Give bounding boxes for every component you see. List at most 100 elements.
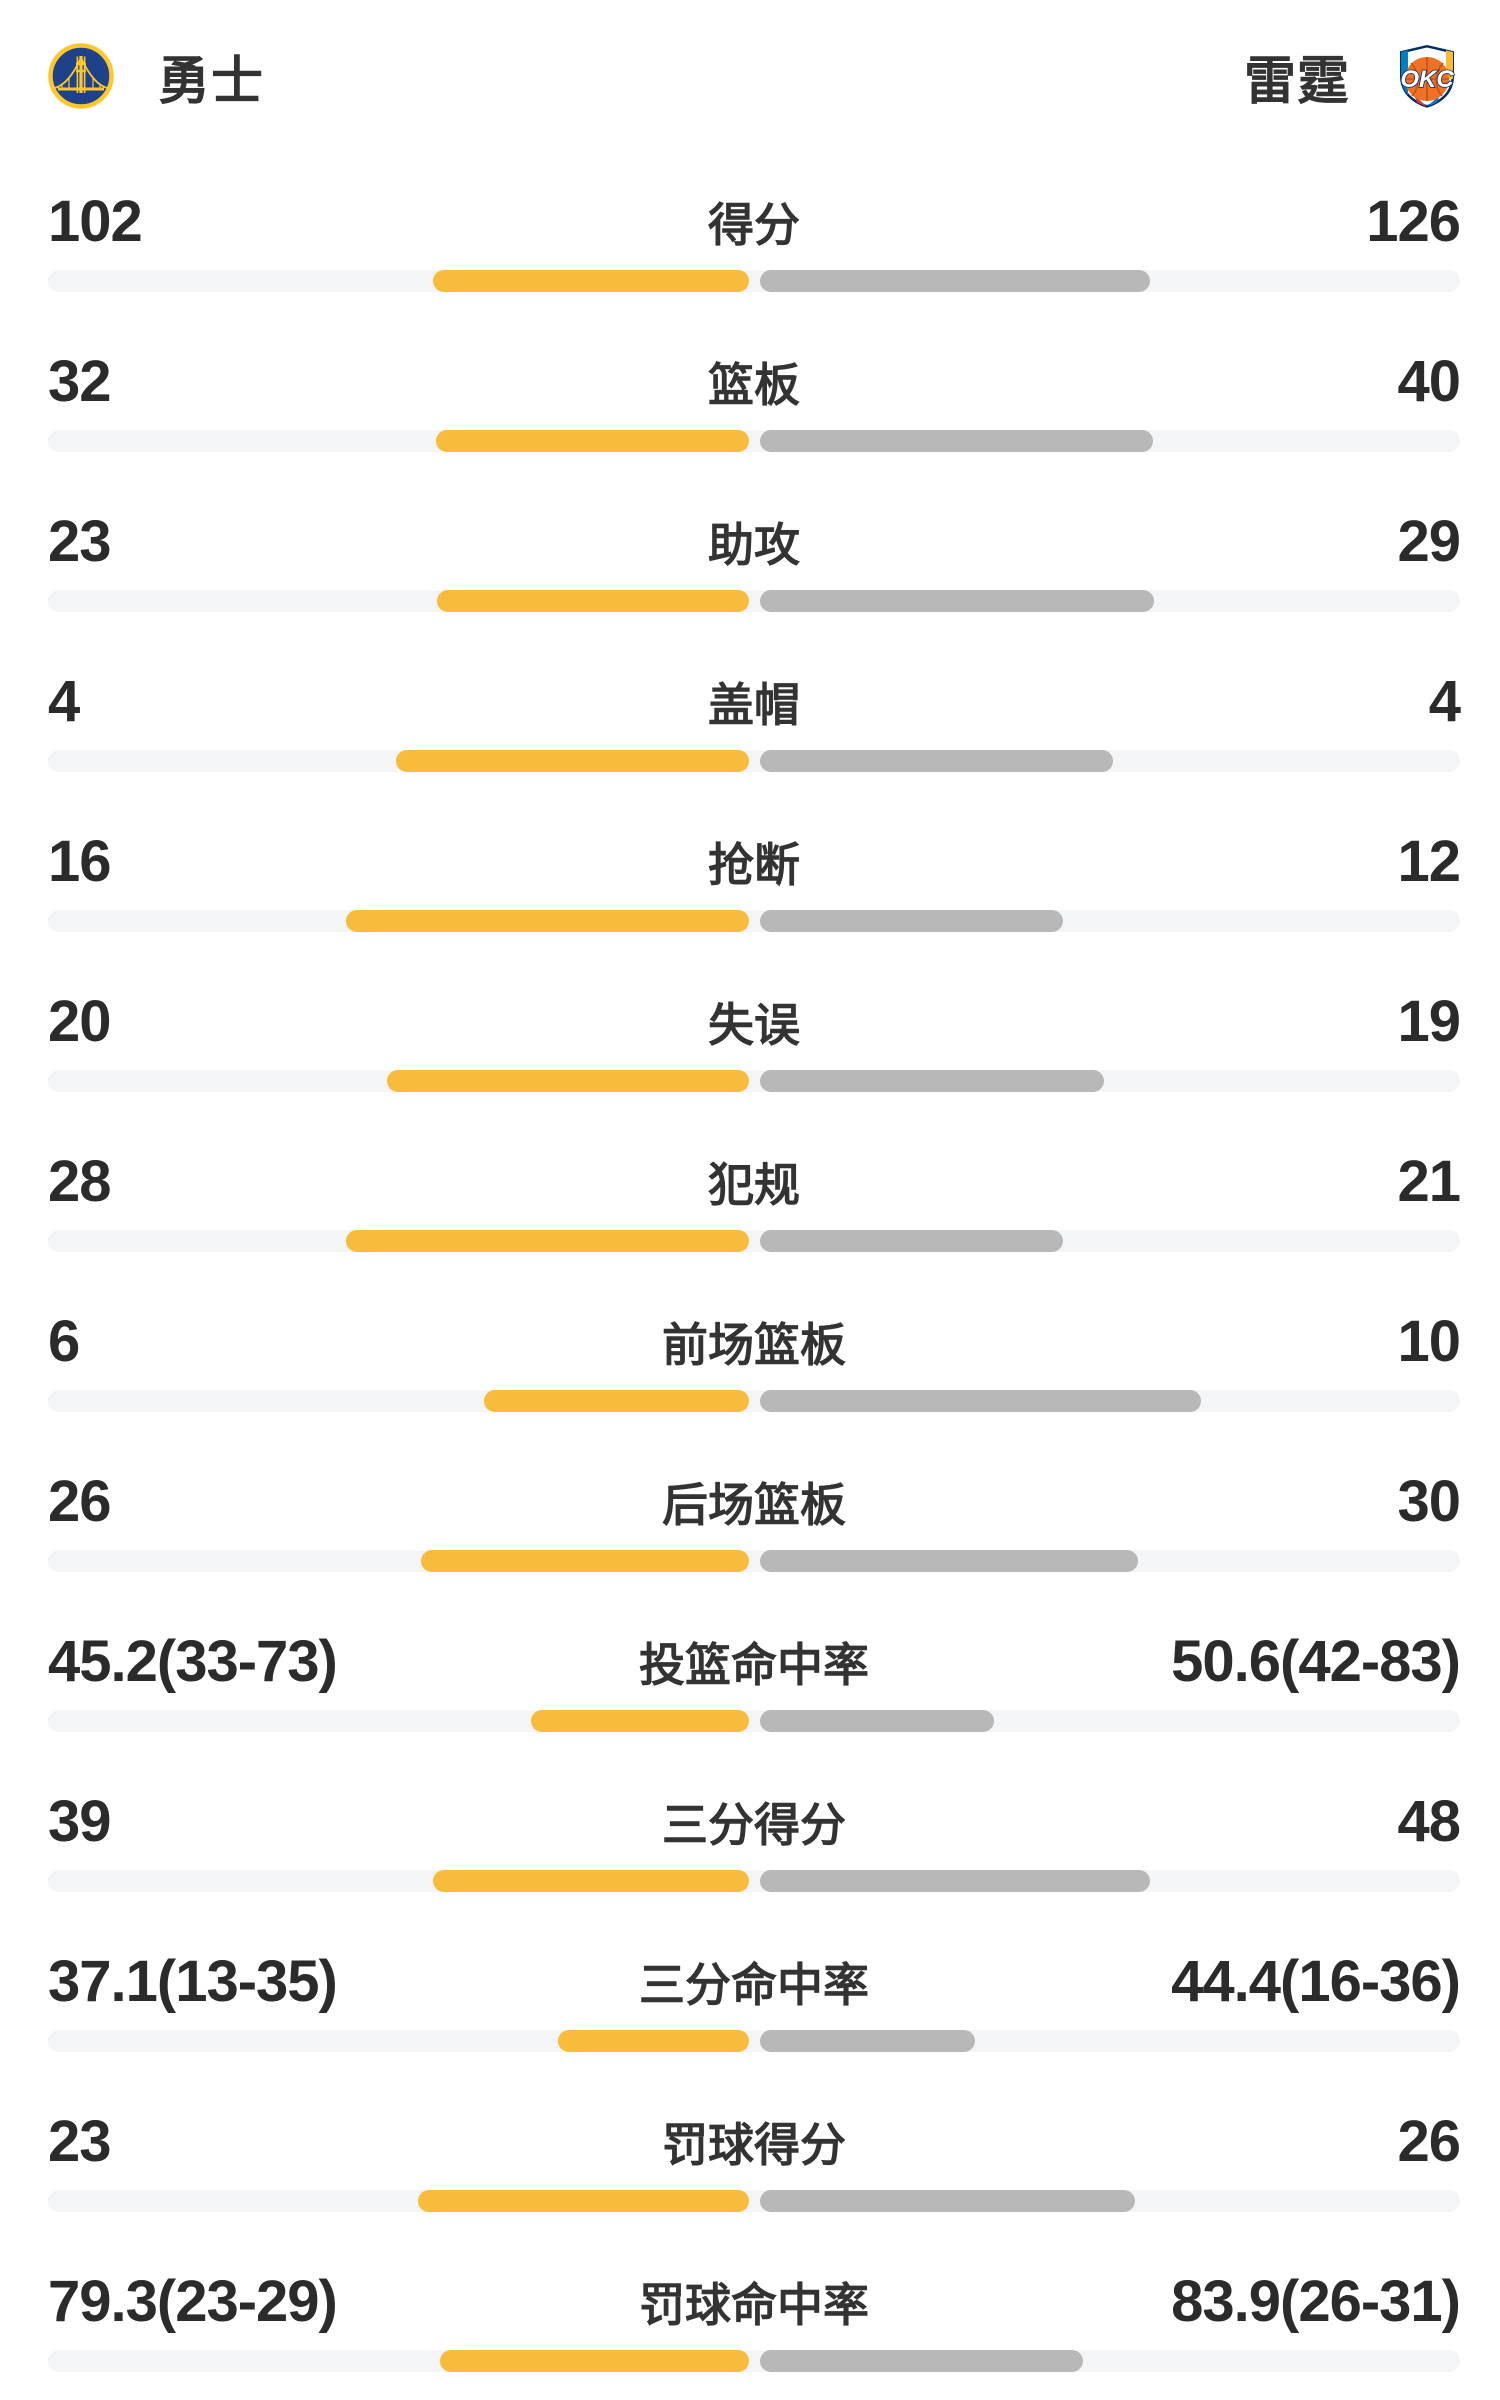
home-value: 79.3(23-29) (48, 2269, 338, 2334)
home-bar (417, 2190, 749, 2212)
stat-label: 罚球命中率 (639, 2279, 869, 2331)
away-bar (760, 1710, 995, 1732)
stat-row: 79.3(23-29) 罚球命中率 83.9(26-31) (48, 2269, 1461, 2400)
away-value: 83.9(26-31) (1171, 2269, 1461, 2334)
away-value: 29 (1397, 509, 1461, 574)
stat-bar-track (48, 2030, 1460, 2052)
stat-values: 79.3(23-29) 罚球命中率 83.9(26-31) (48, 2269, 1461, 2334)
away-value: 126 (1366, 189, 1461, 254)
home-team: 勇士 (48, 39, 264, 114)
warriors-logo-icon (48, 43, 114, 109)
stat-bar-track (48, 1390, 1460, 1412)
away-bar (760, 1550, 1139, 1572)
away-bar (760, 1070, 1104, 1092)
home-value: 23 (48, 509, 112, 574)
away-value: 50.6(42-83) (1171, 1629, 1461, 1694)
away-bar (760, 910, 1063, 932)
away-bar (760, 270, 1151, 292)
stat-bar-track (48, 270, 1460, 292)
stat-bar-track (48, 1870, 1460, 1892)
stat-row: 23 罚球得分 26 (48, 2113, 1461, 2273)
away-bar (760, 2030, 976, 2052)
stat-row: 32 篮板 40 (48, 349, 1461, 513)
stat-label: 三分得分 (662, 1799, 846, 1851)
home-bar (386, 1070, 749, 1092)
stat-row: 16 抢断 12 (48, 833, 1461, 993)
home-value: 20 (48, 989, 112, 1054)
away-value: 40 (1397, 349, 1461, 414)
stat-values: 32 篮板 40 (48, 349, 1461, 414)
stats-list: 102 得分 126 32 篮板 40 23 助攻 (0, 193, 1500, 2400)
stat-bar-track (48, 750, 1460, 772)
home-value: 28 (48, 1149, 112, 1214)
stat-label: 三分命中率 (639, 1959, 869, 2011)
home-value: 102 (48, 189, 143, 254)
away-value: 10 (1397, 1309, 1461, 1374)
stat-label: 篮板 (708, 359, 800, 411)
home-value: 39 (48, 1789, 112, 1854)
stat-bar-track (48, 1710, 1460, 1732)
home-value: 32 (48, 349, 112, 414)
stat-row: 37.1(13-35) 三分命中率 44.4(16-36) (48, 1949, 1461, 2113)
away-team-name: 雷霆 (1243, 52, 1350, 111)
home-value: 4 (48, 669, 80, 734)
stat-values: 16 抢断 12 (48, 833, 1461, 891)
stat-values: 6 前场篮板 10 (48, 1309, 1461, 1374)
away-value: 48 (1397, 1789, 1461, 1854)
away-value: 19 (1397, 989, 1461, 1054)
away-bar (760, 1390, 1202, 1412)
stat-bar-track (48, 1230, 1460, 1252)
stat-label: 助攻 (708, 519, 800, 571)
away-bar (760, 2350, 1083, 2372)
stat-bar-track (48, 1550, 1460, 1572)
stat-label: 前场篮板 (662, 1319, 846, 1371)
home-bar (530, 1710, 749, 1732)
stat-bar-track (48, 1070, 1460, 1092)
stat-row: 45.2(33-73) 投篮命中率 50.6(42-83) (48, 1629, 1461, 1793)
stat-label: 抢断 (708, 839, 800, 891)
away-bar (760, 1870, 1150, 1892)
stat-values: 4 盖帽 4 (48, 669, 1461, 734)
home-value: 45.2(33-73) (48, 1629, 338, 1694)
home-bar (432, 1870, 749, 1892)
away-value: 44.4(16-36) (1171, 1949, 1461, 2014)
stat-values: 28 犯规 21 (48, 1149, 1461, 1214)
away-bar (760, 1230, 1063, 1252)
stat-row: 28 犯规 21 (48, 1149, 1461, 1313)
home-bar (396, 750, 749, 772)
stat-label: 后场篮板 (662, 1479, 846, 1531)
stat-row: 39 三分得分 48 (48, 1789, 1461, 1953)
home-bar (557, 2030, 749, 2052)
home-bar (421, 1550, 749, 1572)
home-bar (345, 910, 749, 932)
home-team-name: 勇士 (158, 52, 265, 111)
home-bar (484, 1390, 749, 1412)
stat-row: 102 得分 126 (48, 189, 1461, 353)
home-bar (436, 590, 749, 612)
away-value: 4 (1428, 669, 1461, 734)
stat-bar-track (48, 910, 1460, 932)
home-value: 26 (48, 1469, 112, 1534)
stat-values: 23 助攻 29 (48, 509, 1461, 574)
svg-text:OKC: OKC (1400, 66, 1454, 93)
stat-row: 23 助攻 29 (48, 509, 1461, 673)
stat-label: 失误 (708, 999, 800, 1051)
home-value: 6 (48, 1309, 80, 1374)
thunder-logo-icon: OKC (1400, 45, 1455, 108)
home-bar (439, 2350, 749, 2372)
home-value: 37.1(13-35) (48, 1949, 338, 2014)
stat-label: 投篮命中率 (639, 1639, 869, 1691)
stat-values: 26 后场篮板 30 (48, 1469, 1461, 1534)
home-bar (433, 270, 749, 292)
stat-values: 37.1(13-35) 三分命中率 44.4(16-36) (48, 1949, 1461, 2014)
away-bar (760, 430, 1153, 452)
stat-row: 20 失误 19 (48, 989, 1461, 1153)
home-bar (435, 430, 749, 452)
header: 勇士 雷霆 (0, 0, 1500, 111)
stat-label: 犯规 (708, 1159, 800, 1211)
stat-values: 39 三分得分 48 (48, 1789, 1461, 1854)
stat-values: 45.2(33-73) 投篮命中率 50.6(42-83) (48, 1629, 1461, 1694)
away-bar (760, 750, 1113, 772)
stat-bar-track (48, 2190, 1460, 2212)
